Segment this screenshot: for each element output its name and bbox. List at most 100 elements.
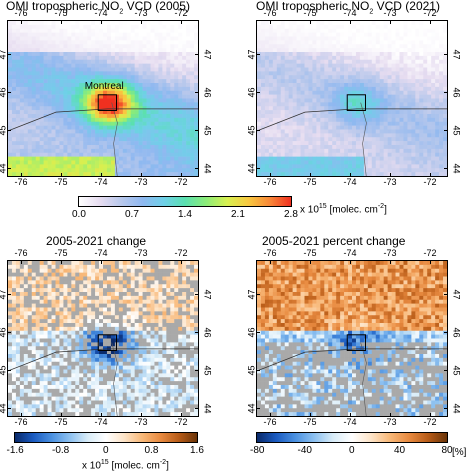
tick-mark xyxy=(141,20,142,24)
tick-mark xyxy=(21,413,22,417)
lat-tick-label-right: 47 xyxy=(451,289,462,300)
montreal-box[interactable] xyxy=(97,94,117,111)
tick-mark xyxy=(181,260,182,264)
colorbar-percent xyxy=(256,432,448,443)
lon-tick-label-top: -75 xyxy=(54,248,68,258)
lon-tick-label-bottom: -74 xyxy=(343,177,357,187)
tick-mark xyxy=(21,20,22,24)
montreal-box[interactable] xyxy=(346,94,366,111)
montreal-box[interactable] xyxy=(97,334,117,351)
lon-tick-label-top: -72 xyxy=(174,8,188,18)
tick-mark xyxy=(181,173,182,177)
tick-mark xyxy=(61,20,62,24)
colorbar-no2 xyxy=(78,196,292,207)
colorbar-no2-unit: x 1015 [molec. cm-2] xyxy=(300,203,387,216)
tick-mark xyxy=(430,20,431,24)
tick-mark xyxy=(256,92,260,93)
tick-mark xyxy=(7,408,11,409)
river-line xyxy=(360,102,367,176)
panel-title: 2005-2021 change xyxy=(46,234,147,248)
border-line xyxy=(8,348,198,372)
tick-mark xyxy=(270,413,271,417)
lon-tick-label-top: -73 xyxy=(383,8,397,18)
lon-tick-label-top: -76 xyxy=(263,8,277,18)
map-pct[interactable] xyxy=(256,260,448,417)
tick-mark xyxy=(256,370,260,371)
lat-tick-label-right: 46 xyxy=(451,87,462,98)
tick-mark xyxy=(430,260,431,264)
lon-tick-label-top: -75 xyxy=(303,248,317,258)
tick-mark xyxy=(7,54,11,55)
tick-mark xyxy=(21,260,22,264)
tick-mark xyxy=(181,413,182,417)
tick-mark xyxy=(444,168,448,169)
colorbar-tick-label: 0 xyxy=(349,445,355,456)
lon-tick-label-bottom: -75 xyxy=(54,177,68,187)
lon-tick-label-bottom: -74 xyxy=(94,417,108,427)
colorbar-tick-label: 1.6 xyxy=(190,445,204,456)
lat-tick-label-right: 44 xyxy=(202,403,213,414)
lon-tick-label-top: -76 xyxy=(14,8,28,18)
tick-mark xyxy=(141,260,142,264)
lon-tick-label-bottom: -75 xyxy=(54,417,68,427)
tick-mark xyxy=(7,370,11,371)
lat-tick-label-right: 47 xyxy=(451,49,462,60)
colorbar-tick-label: -40 xyxy=(297,445,312,456)
tick-mark xyxy=(195,370,199,371)
tick-mark xyxy=(181,20,182,24)
city-label: Montreal xyxy=(84,80,124,92)
tick-mark xyxy=(7,294,11,295)
tick-mark xyxy=(141,413,142,417)
tick-mark xyxy=(256,54,260,55)
tick-mark xyxy=(310,413,311,417)
tick-mark xyxy=(195,332,199,333)
map-no2-2005[interactable]: Montreal xyxy=(7,20,199,177)
tick-mark xyxy=(7,92,11,93)
tick-mark xyxy=(256,408,260,409)
lat-tick-label-right: 44 xyxy=(202,163,213,174)
lon-tick-label-bottom: -74 xyxy=(94,177,108,187)
tick-mark xyxy=(101,260,102,264)
map-raster xyxy=(8,21,198,176)
lon-tick-label-top: -74 xyxy=(94,8,108,18)
tick-mark xyxy=(350,413,351,417)
tick-mark xyxy=(390,413,391,417)
lat-tick-label-right: 47 xyxy=(202,49,213,60)
colorbar-change xyxy=(14,432,198,443)
montreal-box[interactable] xyxy=(346,334,366,351)
colorbar-tick-label: 40 xyxy=(394,445,406,456)
lat-tick-label-right: 45 xyxy=(202,365,213,376)
lon-tick-label-bottom: -72 xyxy=(423,177,437,187)
lon-tick-label-top: -72 xyxy=(423,8,437,18)
tick-mark xyxy=(101,20,102,24)
lon-tick-label-bottom: -76 xyxy=(14,417,28,427)
tick-mark xyxy=(61,173,62,177)
tick-mark xyxy=(444,370,448,371)
colorbar-tick-label: -1.6 xyxy=(6,445,24,456)
tick-mark xyxy=(7,168,11,169)
tick-mark xyxy=(61,260,62,264)
tick-mark xyxy=(430,413,431,417)
lon-tick-label-bottom: -72 xyxy=(423,417,437,427)
lon-tick-label-bottom: -73 xyxy=(134,417,148,427)
border-line xyxy=(257,348,447,372)
lon-tick-label-bottom: -72 xyxy=(174,177,188,187)
lon-tick-label-top: -73 xyxy=(134,248,148,258)
tick-mark xyxy=(310,260,311,264)
tick-mark xyxy=(444,92,448,93)
lon-tick-label-bottom: -72 xyxy=(174,417,188,427)
tick-mark xyxy=(195,168,199,169)
lat-tick-label-right: 46 xyxy=(202,327,213,338)
lon-tick-label-bottom: -76 xyxy=(14,177,28,187)
tick-mark xyxy=(444,408,448,409)
map-no2-2021[interactable] xyxy=(256,20,448,177)
colorbar-change-unit: x 1015 [molec. cm-2] xyxy=(82,459,169,472)
map-change[interactable] xyxy=(7,260,199,417)
tick-mark xyxy=(350,173,351,177)
tick-mark xyxy=(256,332,260,333)
lon-tick-label-bottom: -76 xyxy=(263,417,277,427)
tick-mark xyxy=(270,20,271,24)
colorbar-tick-label: 0.7 xyxy=(125,209,139,220)
lat-tick-label-right: 45 xyxy=(202,125,213,136)
tick-mark xyxy=(195,92,199,93)
